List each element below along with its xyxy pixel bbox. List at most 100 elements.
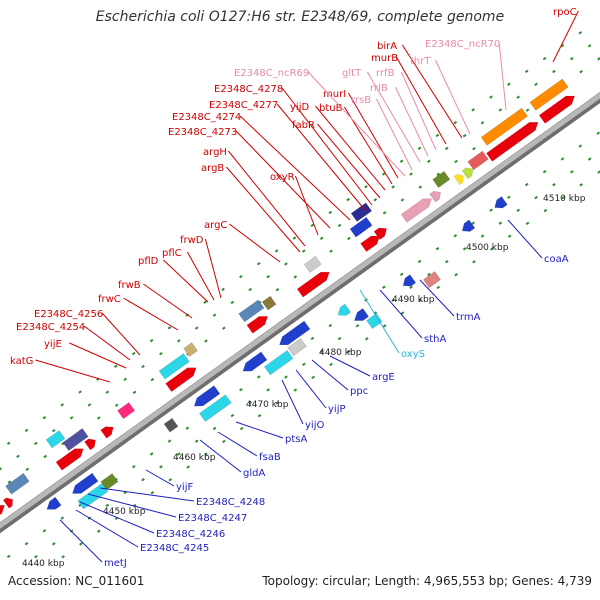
gene-label: E2348C_4246 bbox=[156, 529, 225, 540]
gene-label: yijP bbox=[328, 404, 346, 415]
track-dot bbox=[382, 324, 387, 328]
track-dot bbox=[498, 221, 503, 225]
leader-line bbox=[163, 259, 209, 303]
leader-line bbox=[311, 359, 349, 391]
leader-line bbox=[99, 487, 195, 502]
track-dot bbox=[596, 131, 600, 135]
track-dot bbox=[498, 108, 503, 112]
gene-label: argB bbox=[201, 163, 224, 174]
gene-label: E2348C_4277 bbox=[209, 100, 278, 111]
track-dot bbox=[266, 275, 270, 279]
gene-label: argC bbox=[204, 220, 227, 231]
track-dot bbox=[418, 298, 423, 302]
gene-label: E2348C_4254 bbox=[16, 322, 85, 333]
track-dot bbox=[149, 452, 154, 456]
gene-feature bbox=[402, 274, 417, 287]
track-dot bbox=[409, 285, 413, 289]
track-dot bbox=[329, 249, 333, 253]
track-dot bbox=[24, 428, 29, 433]
track-dot bbox=[444, 146, 449, 151]
track-dot bbox=[60, 403, 65, 407]
track-dot bbox=[51, 542, 56, 546]
leader-line bbox=[123, 297, 179, 331]
track-dot bbox=[131, 351, 136, 356]
leader-line bbox=[507, 219, 543, 259]
gene-label: yijD bbox=[290, 102, 309, 113]
track-dot bbox=[248, 287, 253, 292]
gene-feature bbox=[165, 367, 197, 392]
track-dot bbox=[462, 247, 467, 251]
gene-label: E2348C_4247 bbox=[178, 513, 247, 524]
gene-label: argH bbox=[203, 147, 227, 158]
track-dot bbox=[329, 362, 333, 367]
leader-line bbox=[83, 325, 131, 361]
gene-label: E2348C_4256 bbox=[34, 309, 103, 320]
gene-label: ptsA bbox=[285, 434, 307, 445]
leader-line bbox=[395, 56, 447, 145]
track-dot bbox=[293, 275, 298, 279]
track-dot bbox=[454, 272, 458, 277]
track-dot bbox=[114, 364, 118, 369]
track-dot bbox=[435, 133, 440, 138]
track-dot bbox=[275, 288, 280, 292]
track-dot bbox=[373, 198, 378, 202]
gene-feature bbox=[72, 472, 99, 494]
leader-line bbox=[143, 283, 193, 319]
track-dot bbox=[444, 259, 449, 264]
leader-line bbox=[145, 469, 175, 487]
track-dot bbox=[150, 491, 155, 495]
gene-feature bbox=[193, 385, 221, 407]
track-dots bbox=[0, 31, 600, 559]
gene-label: rrfB bbox=[376, 68, 395, 79]
track-dot bbox=[114, 403, 119, 407]
gene-label: E2348C_4245 bbox=[140, 543, 209, 554]
gene-callouts: katG yijE E2348C_4254 E2348C_4256 frwC frwB pf… bbox=[10, 7, 579, 569]
track-dot bbox=[239, 274, 243, 279]
gene-label: frwD bbox=[180, 235, 204, 246]
gene-feature bbox=[467, 150, 489, 171]
leader-line bbox=[434, 59, 471, 135]
track-dot bbox=[185, 426, 190, 430]
track-dot bbox=[579, 69, 583, 74]
gene-feature bbox=[303, 255, 322, 273]
gene-label: fabR bbox=[292, 120, 315, 131]
track-dot bbox=[364, 185, 368, 189]
leader-line bbox=[204, 238, 222, 299]
track-dot bbox=[239, 388, 243, 392]
track-dot bbox=[43, 454, 47, 459]
gene-feature bbox=[183, 342, 198, 357]
track-dot bbox=[16, 454, 20, 458]
track-dot bbox=[204, 452, 208, 456]
gene-feature bbox=[461, 167, 474, 180]
track-dot bbox=[42, 415, 47, 420]
track-dot bbox=[221, 287, 225, 292]
track-dot bbox=[69, 416, 74, 420]
gene-label: pflD bbox=[138, 256, 159, 267]
leader-line bbox=[75, 509, 139, 548]
track-dot bbox=[284, 262, 288, 266]
track-dot bbox=[203, 300, 207, 304]
track-dot bbox=[7, 480, 12, 484]
kbp-tick-label: 4480 kbp bbox=[319, 348, 362, 358]
gene-feature bbox=[2, 497, 13, 509]
track-dot bbox=[578, 31, 583, 35]
gene-feature bbox=[62, 428, 89, 452]
track-dot bbox=[275, 401, 280, 405]
track-dot bbox=[525, 108, 530, 112]
gene-feature bbox=[337, 303, 352, 316]
track-dot bbox=[543, 208, 548, 213]
gene-feature bbox=[45, 430, 66, 449]
track-dot bbox=[524, 69, 529, 74]
track-dot bbox=[453, 120, 458, 125]
track-dot bbox=[516, 95, 520, 99]
track-dot bbox=[61, 555, 65, 559]
track-dot bbox=[337, 336, 342, 341]
track-dot bbox=[480, 234, 485, 238]
track-dot bbox=[534, 195, 538, 200]
leader-line bbox=[101, 312, 141, 356]
track-dot bbox=[400, 198, 405, 202]
gene-feature bbox=[84, 438, 96, 451]
gene-feature bbox=[350, 202, 372, 222]
